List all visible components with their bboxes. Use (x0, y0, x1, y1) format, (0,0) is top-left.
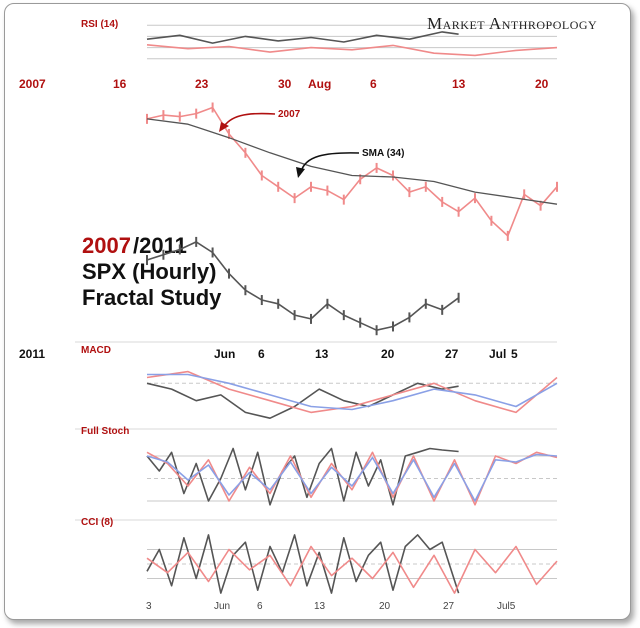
bottom-axis-label: Jun (214, 601, 230, 612)
price-sma-34--line (146, 118, 558, 205)
title-spx: SPX (Hourly) (82, 259, 216, 284)
peak-arrow-head (219, 122, 229, 132)
macd-2011-macd-line (146, 382, 459, 420)
cci-8-2011-line (146, 534, 460, 594)
row-2011-date: 6 (258, 347, 265, 361)
sma-annotation: SMA (34) (362, 148, 404, 159)
title-year-2011: /2011 (133, 233, 187, 258)
macd-2007-macd-line (146, 370, 558, 414)
rsi-14-2007-line (146, 44, 558, 57)
row-2007-date: 13 (452, 77, 466, 91)
bottom-axis-label: 3 (146, 601, 152, 612)
chart-frame: RSI (14) Market Anthropology 2007 16 23 … (4, 3, 631, 620)
bottom-axis-label: 20 (379, 601, 391, 612)
price-2011-line (146, 241, 460, 332)
row-2011-date: 20 (381, 347, 395, 361)
row-2007-date: 23 (195, 77, 209, 91)
macd-2007-signal-line (147, 373, 558, 411)
full-stoch-2007-d-line (146, 453, 558, 502)
row-2011-date: 13 (315, 347, 329, 361)
row-2011-date: Jun (214, 347, 235, 361)
row-2007-date: 6 (370, 77, 377, 91)
row-2011-date: 5 (511, 347, 518, 361)
peak-annotation: 2007 (278, 109, 301, 120)
row-2011-year: 2011 (19, 347, 45, 361)
rsi-panel-label: RSI (14) (81, 19, 118, 30)
bottom-axis-label: 6 (257, 601, 263, 612)
row-2007-date: 30 (278, 77, 292, 91)
fractal-chart: RSI (14) Market Anthropology 2007 16 23 … (19, 14, 597, 612)
row-2011-date: Jul (489, 347, 506, 361)
row-2007-date: 20 (535, 77, 549, 91)
row-2007-date: Aug (308, 77, 331, 91)
peak-arrow (222, 112, 276, 129)
row-2007-date: 16 (113, 77, 127, 91)
cci-8-2007-line (146, 545, 558, 594)
price-2007-line (146, 106, 558, 237)
row-2007-year: 2007 (19, 77, 46, 91)
macd-panel-label: MACD (81, 345, 111, 356)
title-year-2007: 2007 (82, 233, 131, 258)
sma-arrow-head (296, 167, 305, 178)
bottom-axis-label: 13 (314, 601, 326, 612)
row-2011-date: 27 (445, 347, 459, 361)
bottom-axis-label: Jul5 (497, 601, 516, 612)
title-fractal: Fractal Study (82, 285, 222, 310)
sma-arrow (300, 152, 360, 173)
brand-logo: Market Anthropology (427, 14, 597, 33)
stoch-panel-label: Full Stoch (81, 426, 129, 437)
rsi-14-2011-line (146, 31, 459, 44)
cci-panel-label: CCI (8) (81, 517, 113, 528)
bottom-axis-label: 27 (443, 601, 455, 612)
